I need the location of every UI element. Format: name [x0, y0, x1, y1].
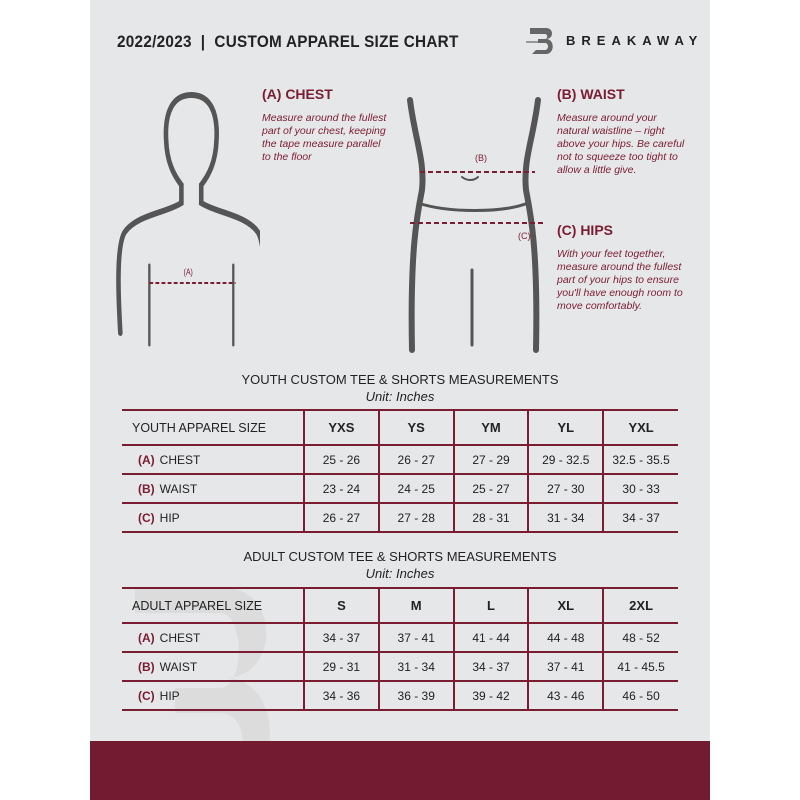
cell: 34 - 37	[303, 623, 379, 653]
row-code: (C)	[138, 510, 155, 525]
row-label: (B) WAIST	[122, 652, 304, 682]
row-name: WAIST	[159, 659, 198, 674]
table-row: (B) WAIST 23 - 24 24 - 25 25 - 27 27 - 30 30 -…	[122, 474, 678, 504]
cell: 26 - 27	[377, 445, 454, 475]
header-label: ADULT APPAREL SIZE	[122, 587, 304, 624]
size-header: YM	[452, 409, 529, 446]
row-code: (A)	[138, 452, 155, 467]
adult-size-table: ADULT APPAREL SIZE S M L XL 2XL (A) CHEST…	[122, 587, 678, 711]
cell: 48 - 52	[602, 623, 678, 653]
table-row: (A) CHEST 34 - 37 37 - 41 41 - 44 44 - 48 48 -…	[122, 623, 678, 653]
size-header: S	[303, 587, 379, 624]
row-label: (B) WAIST	[122, 474, 304, 504]
row-code: (B)	[138, 659, 155, 674]
cell: 27 - 29	[452, 445, 529, 475]
cell: 36 - 39	[377, 681, 454, 711]
size-header: YXL	[602, 409, 678, 446]
cell: 37 - 41	[527, 652, 604, 682]
cell: 41 - 44	[452, 623, 529, 653]
size-header: M	[377, 587, 454, 624]
table-row: (C) HIP 34 - 36 36 - 39 39 - 42 43 - 46 46 - 5…	[122, 681, 678, 711]
cell: 25 - 26	[303, 445, 379, 475]
cell: 23 - 24	[303, 474, 379, 504]
size-header: L	[452, 587, 529, 624]
table-row: (A) CHEST 25 - 26 26 - 27 27 - 29 29 - 32.5 32…	[122, 445, 678, 475]
row-name: CHEST	[159, 630, 201, 645]
page-title: 2022/2023 | CUSTOM APPAREL SIZE CHART	[117, 32, 459, 51]
brand-name: BREAKAWAY	[566, 33, 704, 48]
cell: 43 - 46	[527, 681, 604, 711]
row-code: (A)	[138, 630, 155, 645]
adult-section-title: ADULT CUSTOM TEE & SHORTS MEASUREMENTS	[243, 549, 557, 564]
row-label: (A) CHEST	[122, 445, 304, 475]
cell: 44 - 48	[527, 623, 604, 653]
cell: 31 - 34	[377, 652, 454, 682]
cell: 25 - 27	[452, 474, 529, 504]
cell: 24 - 25	[377, 474, 454, 504]
cell: 39 - 42	[452, 681, 529, 711]
table-row: (B) WAIST 29 - 31 31 - 34 34 - 37 37 - 41 41 -…	[122, 652, 678, 682]
cell: 28 - 31	[452, 503, 529, 533]
header-label: YOUTH APPAREL SIZE	[122, 409, 304, 446]
cell: 46 - 50	[602, 681, 678, 711]
footer-bar	[90, 741, 710, 800]
cell: 29 - 32.5	[527, 445, 604, 475]
row-label: (C) HIP	[122, 681, 304, 711]
cell: 30 - 33	[602, 474, 678, 504]
chest-figure-illustration: (A)	[116, 92, 260, 347]
size-chart-page: 2022/2023 | CUSTOM APPAREL SIZE CHART BR…	[90, 0, 710, 800]
chest-marker: (A)	[184, 267, 193, 277]
row-code: (B)	[138, 481, 155, 496]
cell: 34 - 37	[602, 503, 678, 533]
size-header: YL	[527, 409, 604, 446]
breakaway-logo-icon	[526, 28, 553, 54]
waist-title: (B) WAIST	[557, 86, 625, 102]
cell: 27 - 28	[377, 503, 454, 533]
row-name: WAIST	[159, 481, 198, 496]
cell: 26 - 27	[303, 503, 379, 533]
youth-unit: Unit: Inches	[365, 389, 435, 404]
cell: 31 - 34	[527, 503, 604, 533]
hips-marker: (C)	[518, 231, 531, 241]
row-name: CHEST	[159, 452, 201, 467]
size-header: 2XL	[602, 587, 678, 624]
waist-description: Measure around your natural waistline – …	[557, 112, 685, 176]
cell: 27 - 30	[527, 474, 604, 504]
cell: 29 - 31	[303, 652, 379, 682]
table-header-row: YOUTH APPAREL SIZE YXS YS YM YL YXL	[122, 409, 678, 446]
hips-title: (C) HIPS	[557, 222, 613, 238]
size-header: YXS	[303, 409, 379, 446]
size-header: XL	[527, 587, 604, 624]
row-code: (C)	[138, 688, 155, 703]
cell: 41 - 45.5	[602, 652, 678, 682]
cell: 37 - 41	[377, 623, 454, 653]
size-header: YS	[377, 409, 454, 446]
row-label: (A) CHEST	[122, 623, 304, 653]
table-header-row: ADULT APPAREL SIZE S M L XL 2XL	[122, 587, 678, 624]
youth-section-title: YOUTH CUSTOM TEE & SHORTS MEASUREMENTS	[241, 372, 559, 387]
table-row: (C) HIP 26 - 27 27 - 28 28 - 31 31 - 34 34 - 3…	[122, 503, 678, 533]
row-name: HIP	[159, 688, 180, 703]
cell: 34 - 36	[303, 681, 379, 711]
chest-title: (A) CHEST	[262, 86, 333, 102]
chest-description: Measure around the fullest part of your …	[262, 112, 387, 163]
waist-marker: (B)	[475, 153, 487, 163]
cell: 32.5 - 35.5	[602, 445, 678, 475]
youth-size-table: YOUTH APPAREL SIZE YXS YS YM YL YXL (A) C…	[122, 409, 678, 533]
adult-unit: Unit: Inches	[365, 566, 435, 581]
row-name: HIP	[159, 510, 180, 525]
row-label: (C) HIP	[122, 503, 304, 533]
hips-description: With your feet together, measure around …	[557, 248, 683, 312]
torso-figure-illustration: (B) (C)	[407, 97, 545, 353]
cell: 34 - 37	[452, 652, 529, 682]
